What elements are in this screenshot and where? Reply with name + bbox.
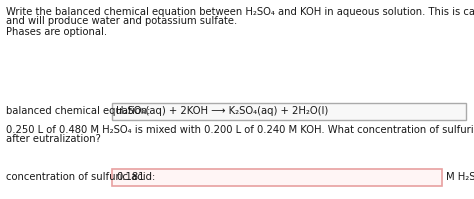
- Text: Write the balanced chemical equation between H₂SO₄ and KOH in aqueous solution. : Write the balanced chemical equation bet…: [6, 7, 474, 17]
- Text: concentration of sulfuric acid:: concentration of sulfuric acid:: [6, 172, 155, 182]
- Text: M H₂SO₄: M H₂SO₄: [446, 172, 474, 182]
- FancyBboxPatch shape: [112, 169, 442, 185]
- Text: 0.181: 0.181: [116, 172, 145, 182]
- Text: 0.250 L of 0.480 M H₂SO₄ is mixed with 0.200 L of 0.240 M KOH. What concentratio: 0.250 L of 0.480 M H₂SO₄ is mixed with 0…: [6, 125, 474, 135]
- FancyBboxPatch shape: [112, 102, 466, 120]
- Text: H₂SO₄(aq) + 2KOH ⟶ K₂SO₄(aq) + 2H₂O(l): H₂SO₄(aq) + 2KOH ⟶ K₂SO₄(aq) + 2H₂O(l): [116, 106, 328, 116]
- Text: balanced chemical equation:: balanced chemical equation:: [6, 106, 150, 116]
- Text: and will produce water and potassium sulfate.: and will produce water and potassium sul…: [6, 16, 237, 26]
- Text: after eutralization?: after eutralization?: [6, 134, 101, 144]
- Text: Phases are optional.: Phases are optional.: [6, 27, 107, 37]
